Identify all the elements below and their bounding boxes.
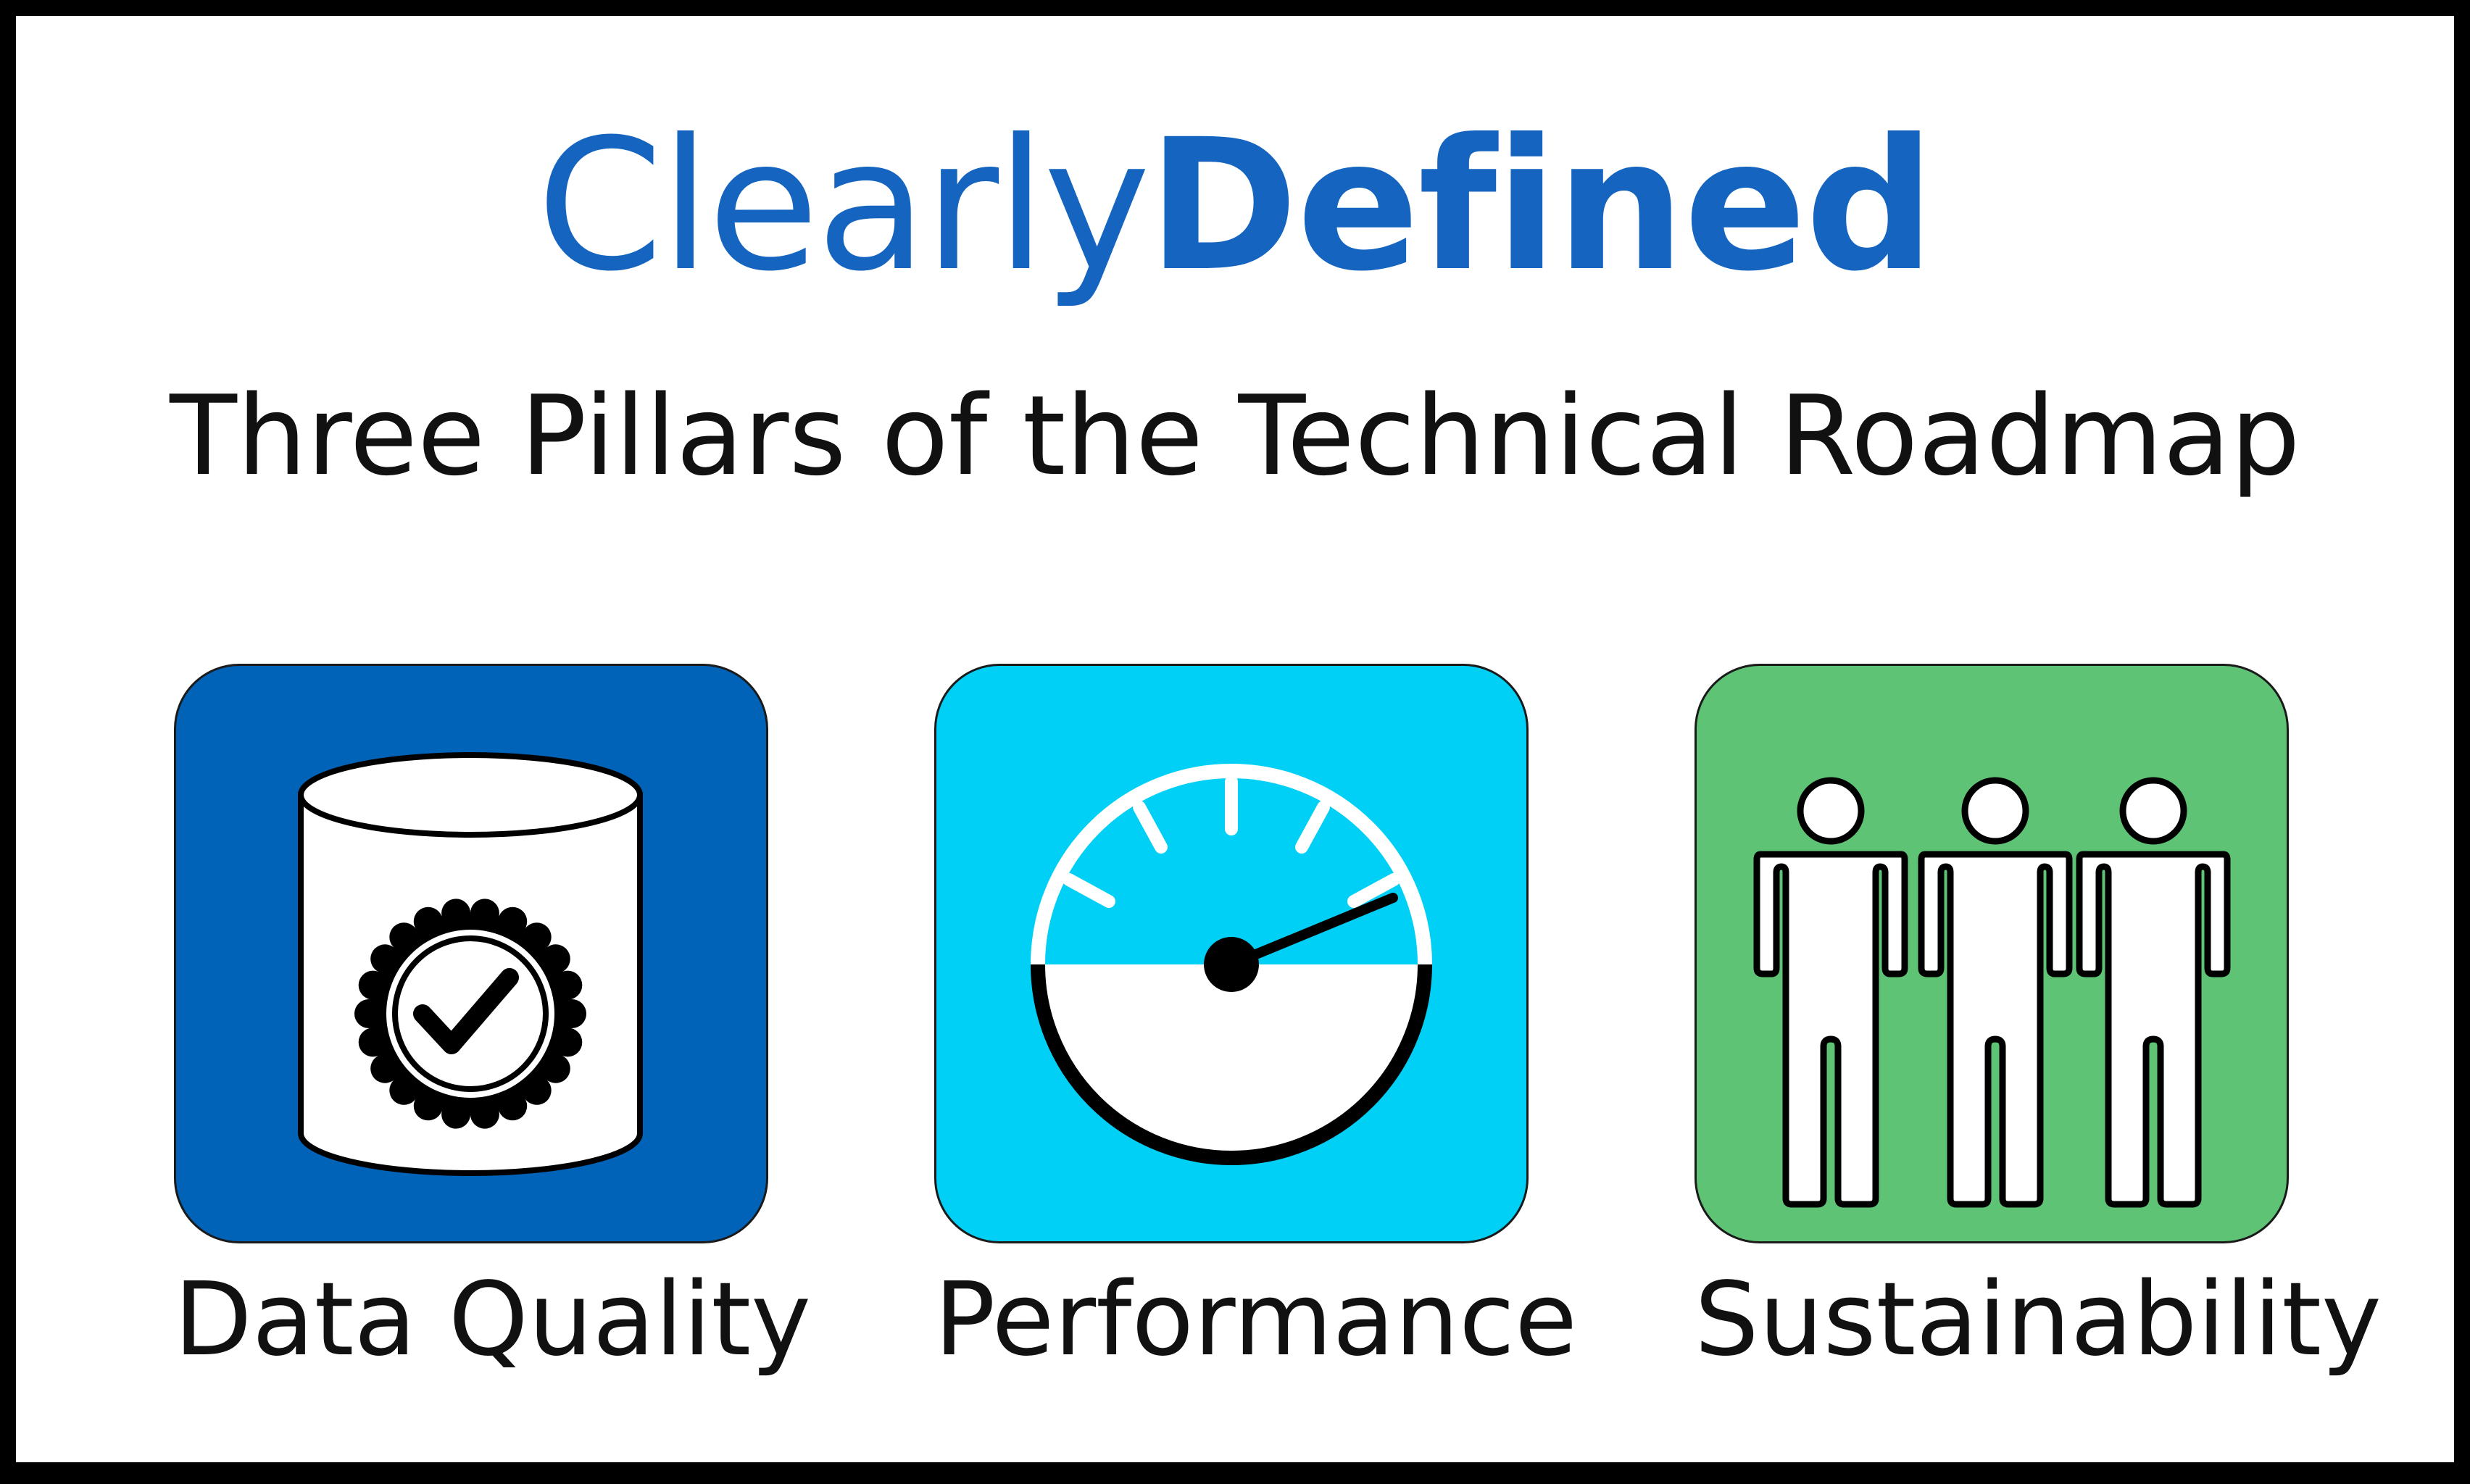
- badge-scallop: [498, 1091, 528, 1121]
- data-quality-tile: [174, 664, 768, 1243]
- badge-scallop: [470, 899, 499, 928]
- badge-scallop: [470, 1099, 499, 1129]
- badge-scallop: [413, 1091, 443, 1121]
- badge-scallop: [498, 906, 528, 936]
- badge-scallop: [441, 1099, 471, 1129]
- logo-text-clearly: Clearly: [536, 100, 1150, 311]
- slide-frame: ClearlyDefined Three Pillars of the Tech…: [16, 16, 2454, 1462]
- slide-subtitle: Three Pillars of the Technical Roadmap: [170, 372, 2300, 500]
- badge-scallop: [553, 1027, 583, 1057]
- logo-text-defined: Defined: [1147, 100, 1935, 311]
- badge-scallop: [541, 1054, 570, 1083]
- badge-scallop: [358, 970, 388, 1000]
- badge-scallop: [370, 944, 400, 974]
- performance-label: Performance: [934, 1261, 1578, 1379]
- sustainability-tile: [1695, 664, 2289, 1243]
- performance-tile: [934, 664, 1529, 1243]
- badge-scallop: [541, 944, 570, 974]
- badge-scallop: [389, 1075, 419, 1105]
- badge-scallop: [370, 1054, 400, 1083]
- database-check-icon: [298, 752, 643, 1176]
- clearlydefined-logo: ClearlyDefined: [16, 97, 2454, 314]
- badge-scallop: [553, 970, 583, 1000]
- badge-scallop: [522, 922, 552, 952]
- data-quality-label: Data Quality: [174, 1261, 812, 1379]
- badge-scallop: [522, 1075, 552, 1105]
- badge-scallop: [358, 1027, 388, 1057]
- badge-scallop: [354, 999, 383, 1028]
- badge-scallop: [413, 906, 443, 936]
- badge-scallop: [389, 922, 419, 952]
- people-group-icon: [1697, 666, 2287, 1241]
- badge-scallop: [441, 899, 471, 928]
- sustainability-label: Sustainability: [1695, 1261, 2382, 1379]
- badge-scallop: [557, 999, 586, 1028]
- speedometer-icon: [1031, 764, 1432, 1165]
